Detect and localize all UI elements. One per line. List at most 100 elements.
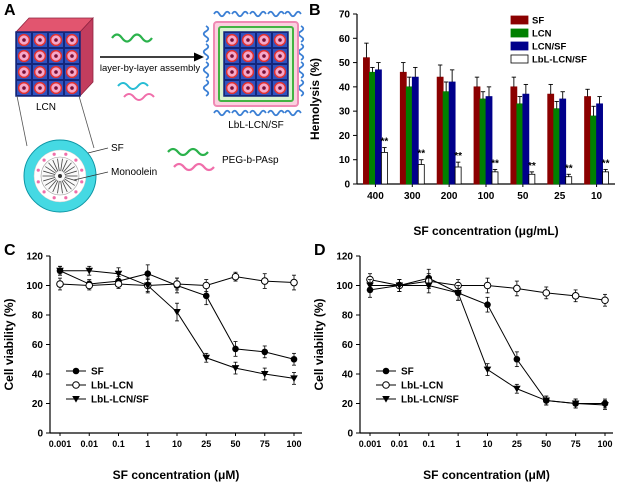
cell-viability-chart-c: 0 20 40 60 80 100 120 0.001 0.01 0.1 1 10 25 50 75 100 C… <box>2 252 302 482</box>
bar-series-LCN/SF <box>375 62 603 185</box>
monoolein-label: Monoolein <box>111 167 157 178</box>
svg-text:0: 0 <box>347 429 353 440</box>
svg-text:0: 0 <box>37 429 43 440</box>
svg-text:**: ** <box>417 149 425 160</box>
panel-a: A LCN <box>0 0 305 240</box>
svg-text:50: 50 <box>517 191 529 202</box>
svg-text:LbL-LCN/SF: LbL-LCN/SF <box>401 395 459 406</box>
legend: SF LbL-LCN LbL-LCN/SF <box>376 367 459 406</box>
peg-pink-squiggle <box>173 162 215 172</box>
axes: 0 20 40 60 80 100 120 0.001 0.01 0.1 1 10 25 50 75 100 <box>26 252 302 449</box>
legend: SF LbL-LCN LbL-LCN/SF <box>66 367 149 406</box>
svg-text:10: 10 <box>482 439 492 449</box>
svg-text:20: 20 <box>32 399 44 410</box>
hemolysis-bar-chart: 0 10 20 30 40 50 60 70 400 300 200 100 50 25 10 Hemolys… <box>308 10 615 238</box>
panel-a-label: A <box>4 2 16 19</box>
svg-text:LbL-LCN/SF: LbL-LCN/SF <box>91 395 149 406</box>
product-label: LbL-LCN/SF <box>228 120 284 131</box>
svg-text:**: ** <box>565 163 573 174</box>
svg-text:Hemolysis (%): Hemolysis (%) <box>308 58 322 140</box>
svg-text:SF concentration (μg/mL): SF concentration (μg/mL) <box>413 224 558 238</box>
legend: SF LCN LCN/SF LbL-LCN/SF <box>510 16 587 66</box>
svg-text:0.001: 0.001 <box>359 439 382 449</box>
svg-text:60: 60 <box>339 34 351 45</box>
lbl-cube <box>202 10 305 117</box>
peg-green-squiggle <box>167 147 209 157</box>
lcn-label: LCN <box>36 102 56 113</box>
svg-text:100: 100 <box>597 439 612 449</box>
svg-text:0.01: 0.01 <box>80 439 98 449</box>
svg-text:10: 10 <box>172 439 182 449</box>
svg-text:**: ** <box>602 158 610 169</box>
svg-text:0: 0 <box>344 180 350 191</box>
svg-text:LCN/SF: LCN/SF <box>532 42 567 53</box>
svg-text:20: 20 <box>339 131 351 142</box>
bar-series-LbL-LCN/SF: ** ** ** ** ** ** ** <box>381 137 610 185</box>
svg-text:300: 300 <box>404 191 421 202</box>
svg-text:LCN: LCN <box>532 29 552 40</box>
panel-c: C 0 20 40 60 80 100 120 0.001 0.01 0.1 1 10 25 50 75 10… <box>0 240 310 483</box>
panel-c-label: C <box>4 242 16 259</box>
svg-text:0.1: 0.1 <box>112 439 125 449</box>
svg-text:**: ** <box>381 137 389 148</box>
svg-text:30: 30 <box>339 107 351 118</box>
svg-text:80: 80 <box>342 311 354 322</box>
pink-squiggle <box>123 93 155 101</box>
svg-text:400: 400 <box>367 191 384 202</box>
svg-text:0.1: 0.1 <box>422 439 435 449</box>
svg-text:**: ** <box>491 158 499 169</box>
svg-text:20: 20 <box>342 399 354 410</box>
svg-text:25: 25 <box>512 439 522 449</box>
svg-text:40: 40 <box>32 370 44 381</box>
svg-text:40: 40 <box>342 370 354 381</box>
svg-text:1: 1 <box>145 439 150 449</box>
svg-text:SF: SF <box>401 367 414 378</box>
bar-series-SF <box>363 42 591 185</box>
svg-text:50: 50 <box>339 58 351 69</box>
svg-text:Cell viability (%): Cell viability (%) <box>2 298 16 390</box>
bar-series-LCN <box>369 66 597 185</box>
svg-text:**: ** <box>528 161 536 172</box>
svg-text:75: 75 <box>571 439 581 449</box>
lcn-cube <box>15 16 94 98</box>
zoom-line-left <box>16 95 28 147</box>
peg-label: PEG-b-PAsp <box>222 155 279 166</box>
svg-text:LbL-LCN/SF: LbL-LCN/SF <box>532 55 587 66</box>
svg-text:100: 100 <box>478 191 495 202</box>
axes: 0 20 40 60 80 100 120 0.001 0.01 0.1 1 10 25 50 75 100 <box>336 252 613 449</box>
svg-text:LbL-LCN: LbL-LCN <box>401 381 443 392</box>
panel-b-label: B <box>309 2 321 19</box>
assembly-schematic: LCN SF Monoolein layer-by-layer assembly <box>15 10 305 213</box>
svg-text:25: 25 <box>554 191 566 202</box>
svg-text:60: 60 <box>32 340 44 351</box>
svg-text:25: 25 <box>201 439 211 449</box>
svg-text:120: 120 <box>26 252 43 263</box>
cyan-squiggle <box>117 82 149 90</box>
monoolein-core <box>36 152 84 200</box>
svg-text:50: 50 <box>541 439 551 449</box>
monoolein-pointer-line <box>73 171 109 181</box>
cell-viability-chart-d: 0 20 40 60 80 100 120 0.001 0.01 0.1 1 10 25 50 75 100 C… <box>312 252 613 482</box>
svg-text:SF concentration (μM): SF concentration (μM) <box>113 468 240 482</box>
svg-text:SF concentration (μM): SF concentration (μM) <box>423 468 550 482</box>
zoom-line-right <box>78 95 95 149</box>
sf-label: SF <box>111 143 124 154</box>
svg-text:50: 50 <box>230 439 240 449</box>
svg-text:1: 1 <box>456 439 461 449</box>
green-squiggle-top <box>111 33 153 43</box>
svg-text:10: 10 <box>339 155 351 166</box>
lcn-cross-section <box>23 139 97 213</box>
line-series-LbL-LCN <box>56 271 298 292</box>
panel-b: B 0 10 20 30 40 50 60 70 400 300 200 100 50 25 10 Hemol… <box>305 0 621 240</box>
svg-text:100: 100 <box>336 281 353 292</box>
svg-text:10: 10 <box>591 191 603 202</box>
svg-text:100: 100 <box>286 439 301 449</box>
svg-text:75: 75 <box>260 439 270 449</box>
svg-text:0.001: 0.001 <box>49 439 72 449</box>
svg-text:200: 200 <box>441 191 458 202</box>
svg-text:0.01: 0.01 <box>391 439 409 449</box>
svg-text:100: 100 <box>26 281 43 292</box>
line-series-LbL-LCN/SF <box>366 277 609 410</box>
svg-text:**: ** <box>454 151 462 162</box>
